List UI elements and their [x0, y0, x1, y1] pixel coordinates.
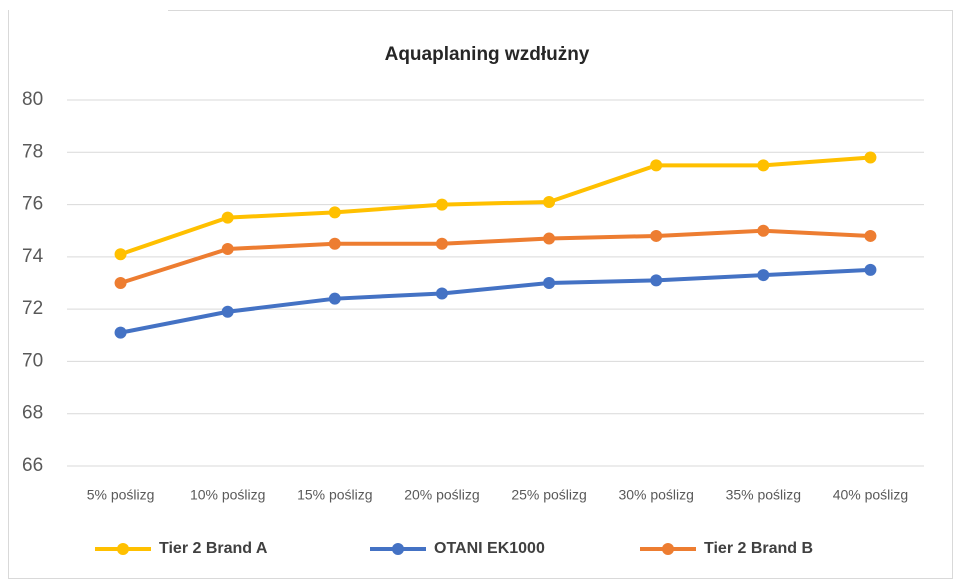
series-line — [119, 228, 871, 285]
data-point — [757, 159, 770, 172]
legend-label: OTANI EK1000 — [434, 540, 545, 557]
data-point — [221, 243, 234, 256]
data-point — [328, 292, 341, 305]
x-tick-label: 35% poślizg — [726, 487, 802, 503]
data-point — [543, 277, 556, 289]
data-point — [114, 248, 127, 261]
y-tick-label: 70 — [22, 350, 43, 371]
y-tick-label: 74 — [22, 246, 44, 267]
data-point — [435, 287, 448, 300]
legend-label: Tier 2 Brand A — [159, 540, 268, 557]
series-line — [120, 267, 871, 335]
data-point — [757, 269, 770, 282]
data-point — [435, 198, 448, 211]
legend-label: Tier 2 Brand B — [704, 540, 813, 557]
data-point — [328, 237, 341, 250]
legend-marker — [662, 543, 674, 555]
series-line — [119, 155, 871, 257]
legend-marker — [117, 543, 129, 555]
x-tick-label: 15% poślizg — [297, 487, 373, 503]
data-point — [328, 206, 341, 219]
data-point — [435, 237, 448, 250]
data-point — [864, 263, 877, 276]
y-tick-label: 78 — [22, 141, 43, 162]
data-point — [650, 274, 663, 287]
data-point — [757, 224, 770, 237]
legend-marker — [392, 543, 404, 555]
data-point — [650, 229, 663, 242]
data-point — [543, 195, 556, 208]
y-tick-label: 68 — [22, 403, 43, 424]
chart-title: Aquaplaning wzdłużny — [385, 44, 590, 65]
x-tick-label: 5% poślizg — [87, 487, 155, 503]
data-point — [543, 232, 556, 245]
data-point — [114, 277, 127, 289]
x-tick-label: 25% poślizg — [511, 487, 587, 503]
y-tick-label: 80 — [22, 89, 43, 110]
x-tick-label: 30% poślizg — [618, 487, 694, 503]
y-tick-label: 76 — [22, 194, 43, 215]
y-tick-label: 72 — [22, 298, 43, 319]
data-point — [864, 151, 877, 164]
x-tick-label: 20% poślizg — [404, 487, 480, 503]
x-tick-label: 40% poślizg — [833, 487, 909, 503]
data-point — [221, 211, 234, 224]
data-point — [650, 159, 663, 172]
chart-border — [8, 10, 953, 579]
data-point — [864, 229, 877, 242]
y-tick-label: 66 — [22, 455, 43, 476]
x-tick-label: 10% poślizg — [190, 487, 266, 503]
data-point — [221, 305, 234, 318]
data-point — [114, 326, 127, 339]
